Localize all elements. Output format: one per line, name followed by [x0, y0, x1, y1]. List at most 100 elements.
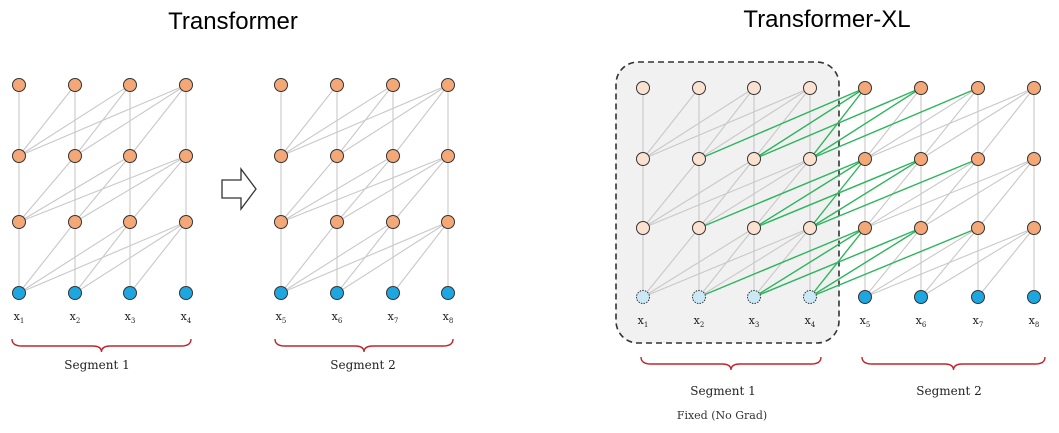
left-seg2-attention-edge: [392, 84, 449, 157]
left-seg1-hidden-node: [179, 149, 193, 163]
transformer-title: Transformer: [168, 8, 298, 35]
right-segment-2-brace: [861, 356, 1046, 371]
left-seg1-input-node: [12, 286, 26, 300]
right-seg2-attention-edge: [864, 227, 1035, 298]
left-seg2-attention-edge: [392, 155, 449, 223]
left-segment-1-brace: [11, 338, 192, 353]
attention-edges: [18, 84, 1035, 298]
right-seg2-attention-edge: [920, 158, 1035, 229]
left-seg1-input-node: [123, 286, 137, 300]
left-seg1-input-node: [68, 286, 82, 300]
right-seg2-input-node: [858, 290, 872, 304]
left-seg2-hidden-node: [330, 215, 344, 229]
left-seg1-input-label: x4: [181, 310, 192, 325]
right-seg1-hidden-node: [636, 221, 650, 235]
right-seg2-hidden-node: [858, 152, 872, 166]
cached-memory-edge: [809, 227, 979, 298]
left-seg2-input-label: x7: [388, 310, 399, 325]
right-seg1-attention-edge: [642, 87, 755, 160]
segment-braces: [11, 338, 1046, 371]
left-seg1-attention-edge: [74, 84, 187, 157]
right-seg1-attention-edge: [642, 158, 755, 229]
left-seg1-attention-edge: [74, 221, 187, 294]
right-seg2-hidden-node: [1027, 221, 1041, 235]
left-seg1-attention-edge: [18, 84, 187, 157]
left-segment-2-brace: [274, 338, 454, 353]
right-seg1-attention-edge: [698, 158, 811, 229]
left-seg1-hidden-node: [12, 149, 26, 163]
fixed-segment-box: [615, 61, 840, 344]
left-seg2-hidden-node: [274, 149, 288, 163]
left-seg2-hidden-node: [386, 215, 400, 229]
right-seg2-hidden-node: [971, 152, 985, 166]
left-seg2-attention-edge: [280, 221, 394, 294]
left-seg2-attention-edge: [280, 84, 394, 157]
left-seg2-hidden-node: [330, 149, 344, 163]
right-seg2-hidden-node: [858, 221, 872, 235]
cached-memory-edge: [809, 158, 979, 229]
cached-memory-edge: [753, 227, 922, 298]
right-seg2-hidden-node: [914, 221, 928, 235]
left-seg2-hidden-node: [274, 78, 288, 92]
right-seg2-input-label: x5: [860, 314, 871, 329]
cached-memory-edge: [753, 87, 866, 160]
left-seg2-input-label: x5: [276, 310, 287, 325]
right-seg1-attention-edge: [642, 87, 811, 160]
left-seg2-input-label: x8: [443, 310, 454, 325]
left-seg1-hidden-node: [68, 78, 82, 92]
left-seg1-attention-edge: [18, 84, 131, 157]
left-seg1-attention-edge: [18, 221, 187, 294]
right-seg1-attention-edge: [698, 87, 811, 160]
left-seg1-attention-edge: [74, 155, 187, 223]
cached-memory-edge: [753, 87, 922, 160]
right-seg2-input-node: [914, 290, 928, 304]
left-seg1-hidden-node: [179, 78, 193, 92]
right-seg1-attention-edge: [642, 158, 700, 229]
right-seg1-input-node: [747, 290, 761, 304]
left-seg1-attention-edge: [129, 155, 187, 223]
right-seg1-attention-edge: [642, 227, 755, 298]
right-seg2-attention-edge: [864, 87, 1035, 160]
right-seg1-hidden-node: [747, 221, 761, 235]
left-seg1-attention-edge: [18, 155, 131, 223]
left-seg2-attention-edge: [280, 84, 449, 157]
right-seg1-input-label: x2: [694, 314, 705, 329]
left-seg2-attention-edge: [336, 84, 449, 157]
cached-memory-edge: [698, 158, 866, 229]
left-seg1-hidden-node: [68, 149, 82, 163]
left-seg1-attention-edge: [129, 221, 187, 294]
right-segment-2-label: Segment 2: [916, 384, 981, 398]
left-seg1-hidden-node: [123, 149, 137, 163]
left-seg1-input-label: x2: [70, 310, 81, 325]
left-segment-2-label: Segment 2: [330, 358, 395, 372]
right-seg2-input-label: x6: [916, 314, 927, 329]
cached-memory-edge: [698, 227, 866, 298]
right-seg2-hidden-node: [858, 81, 872, 95]
left-seg1-attention-edge: [18, 221, 131, 294]
left-seg1-hidden-node: [12, 215, 26, 229]
left-seg2-hidden-node: [386, 149, 400, 163]
left-seg1-attention-edge: [129, 84, 187, 157]
right-seg1-attention-edge: [698, 227, 811, 298]
left-segment-1-label: Segment 1: [64, 358, 129, 372]
right-arrow-icon: [221, 167, 257, 211]
right-seg1-input-label: x4: [805, 314, 816, 329]
right-seg2-attention-edge: [864, 87, 979, 160]
cached-memory-edge: [753, 158, 866, 229]
left-seg2-hidden-node: [386, 78, 400, 92]
cached-memory-edge: [809, 87, 922, 160]
left-seg2-attention-edge: [280, 221, 449, 294]
right-seg1-hidden-node: [636, 152, 650, 166]
left-seg2-input-node: [441, 286, 455, 300]
left-seg2-attention-edge: [336, 221, 449, 294]
right-seg1-hidden-node: [636, 81, 650, 95]
left-seg2-input-label: x6: [332, 310, 343, 325]
left-seg1-hidden-node: [68, 215, 82, 229]
right-seg1-hidden-node: [803, 152, 817, 166]
neuron-nodes: [12, 78, 1041, 304]
left-seg1-input-label: x1: [14, 310, 25, 325]
right-seg1-attention-edge: [642, 227, 700, 298]
left-seg1-hidden-node: [12, 78, 26, 92]
right-seg2-hidden-node: [914, 152, 928, 166]
